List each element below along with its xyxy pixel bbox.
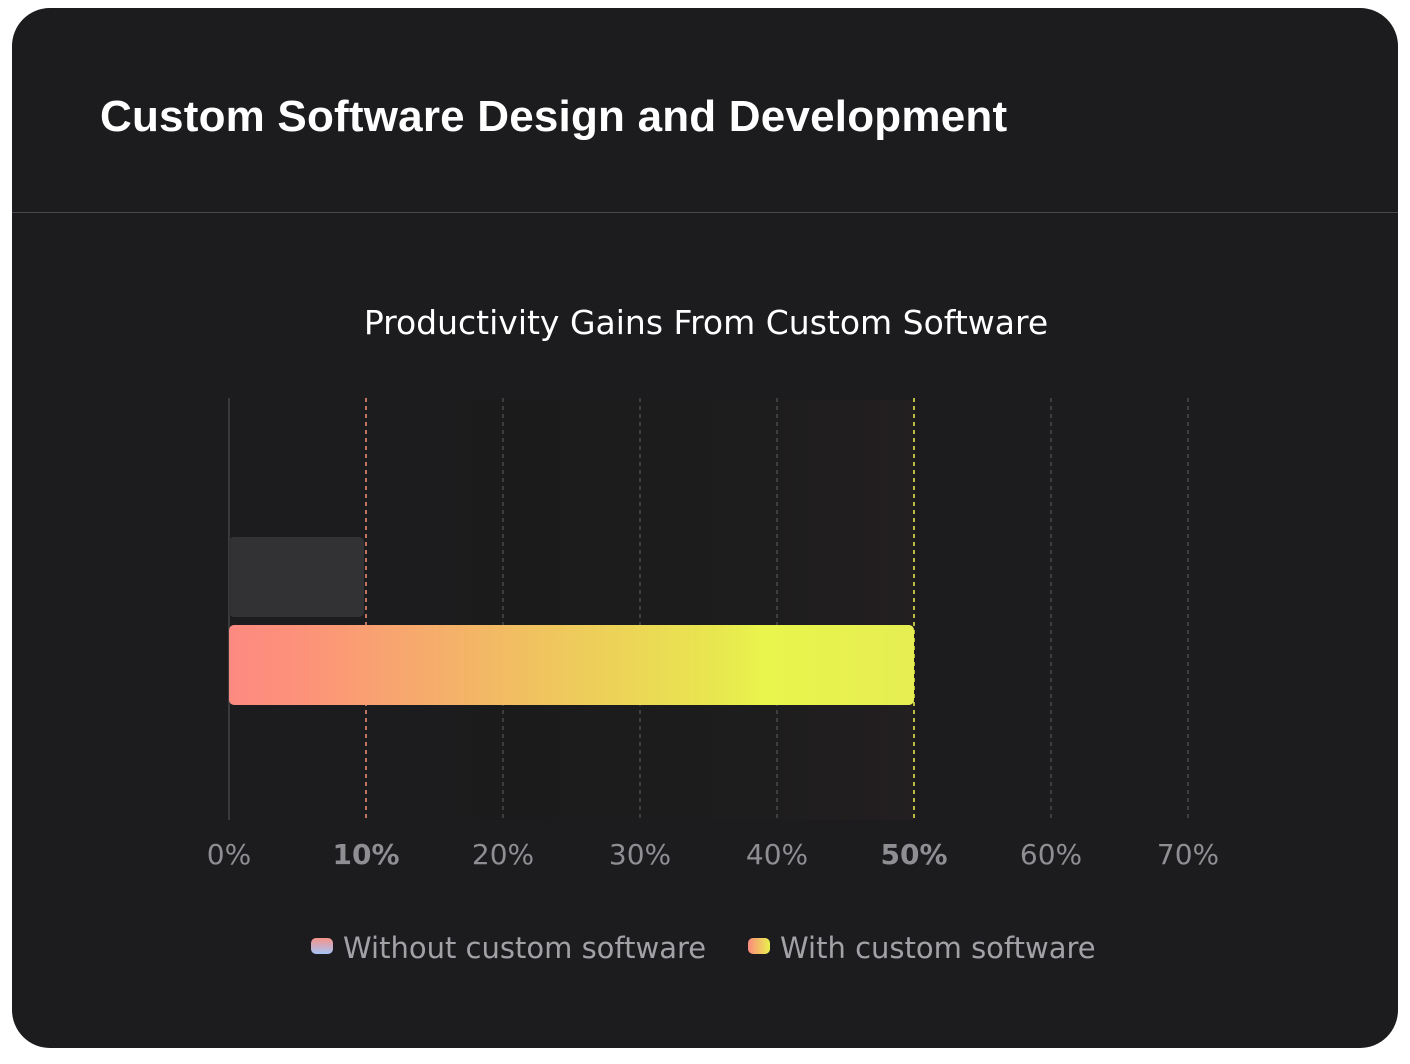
bar-with-custom-software [229,625,914,705]
tick-label-0: 0% [207,838,251,871]
bar-without-custom-software [229,537,364,617]
range-highlight-band [420,400,914,820]
legend: Without custom software With custom soft… [311,931,1096,965]
tick-label-50: 50% [880,838,947,871]
tick-label-40: 40% [746,838,808,871]
title-divider [12,212,1398,213]
tick-label-30: 30% [609,838,671,871]
legend-swatch-without [311,938,333,954]
legend-label-with: With custom software [780,931,1096,965]
productivity-chart: Productivity Gains From Custom Software … [207,303,1219,965]
tick-label-70: 70% [1157,838,1219,871]
tick-label-20: 20% [472,838,534,871]
x-axis-tick-labels: 0% 10% 20% 30% 40% 50% 60% 70% [207,838,1219,871]
tick-label-60: 60% [1020,838,1082,871]
chart-card: Custom Software Design and Development [12,8,1398,1048]
bars [229,537,914,705]
legend-swatch-with [748,938,770,954]
tick-label-10: 10% [332,838,399,871]
card-title: Custom Software Design and Development [100,92,1008,141]
chart-title: Productivity Gains From Custom Software [364,303,1048,342]
legend-label-without: Without custom software [343,931,706,965]
